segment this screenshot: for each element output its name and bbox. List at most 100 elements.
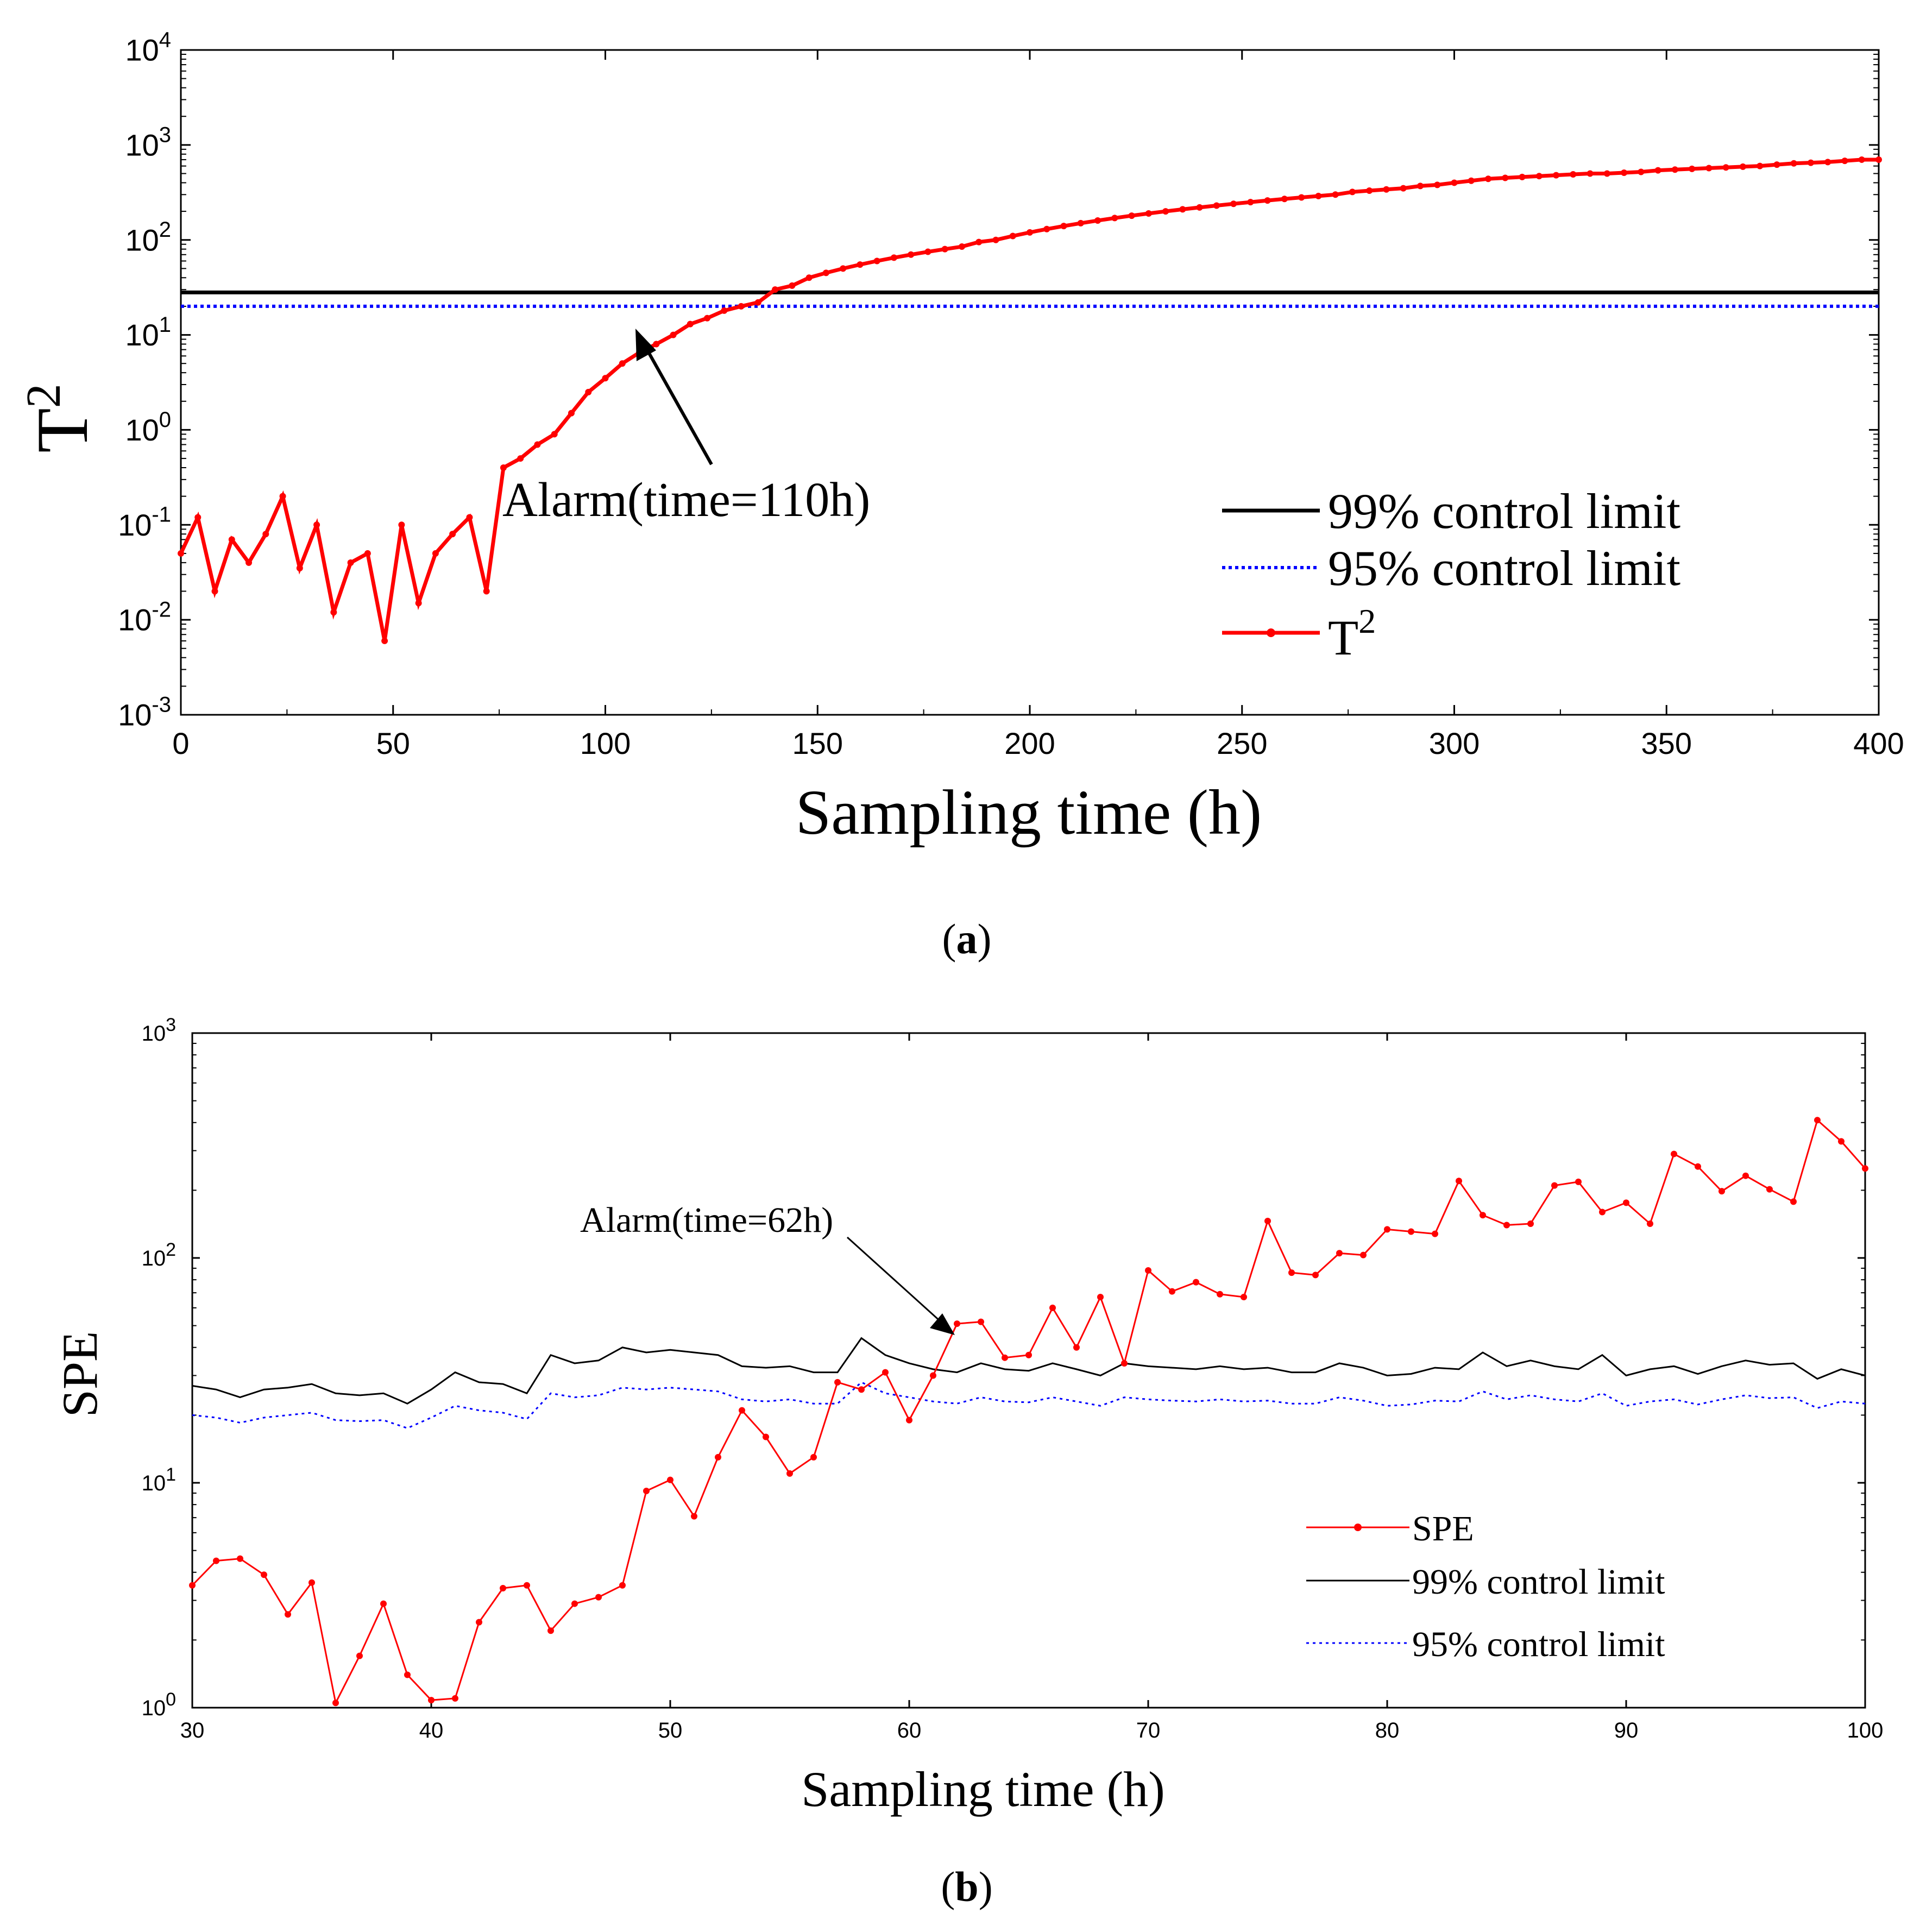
t2-point bbox=[279, 493, 286, 500]
spe-point bbox=[619, 1582, 626, 1589]
t2-point bbox=[687, 320, 694, 328]
panel-label-a: (a) bbox=[942, 915, 992, 962]
spe-point bbox=[332, 1700, 339, 1707]
t2-point bbox=[1519, 173, 1526, 180]
spe-point bbox=[1121, 1360, 1128, 1367]
spe-point bbox=[1766, 1186, 1773, 1193]
spe-point bbox=[1217, 1291, 1223, 1298]
t2-point bbox=[1349, 188, 1356, 196]
t2-point bbox=[1145, 210, 1152, 217]
t2-point bbox=[466, 514, 473, 521]
y-axis-label-a: T2 bbox=[17, 383, 103, 452]
t2-point bbox=[1875, 156, 1882, 163]
t2-point bbox=[908, 251, 915, 258]
chart-panel-a: 0 50 100 150 200 250 300 350 400 10-3 10-2 10-1 100… bbox=[17, 28, 1904, 962]
t2-point bbox=[1230, 200, 1237, 207]
t2-point bbox=[1213, 202, 1220, 209]
t2-point bbox=[1298, 194, 1305, 201]
y-tick-label-a: 100 bbox=[125, 408, 171, 447]
t2-point bbox=[619, 360, 626, 367]
x-tick-label-a: 350 bbox=[1641, 726, 1692, 760]
t2-point bbox=[500, 464, 507, 471]
spe-point bbox=[356, 1652, 363, 1659]
t2-point bbox=[1366, 187, 1373, 194]
x-tick-label-a: 0 bbox=[172, 726, 189, 760]
spe-point bbox=[667, 1476, 673, 1483]
t2-point bbox=[262, 531, 269, 538]
spe-point bbox=[1097, 1294, 1104, 1301]
spe-point bbox=[1169, 1288, 1175, 1295]
t2-point bbox=[1603, 170, 1610, 177]
t2-point bbox=[738, 303, 745, 310]
spe-point bbox=[428, 1697, 435, 1704]
x-tick-label-b: 60 bbox=[897, 1719, 922, 1742]
t2-point bbox=[330, 609, 337, 616]
spe-point bbox=[285, 1611, 291, 1618]
t2-point bbox=[1009, 232, 1016, 240]
t2-point bbox=[1400, 185, 1407, 192]
x-tick-label-a: 300 bbox=[1429, 726, 1480, 760]
t2-point bbox=[789, 282, 796, 289]
y-tick-label-a: 10-3 bbox=[118, 693, 171, 732]
spe-point bbox=[1838, 1138, 1845, 1145]
x-tick-label-a: 200 bbox=[1004, 726, 1055, 760]
spe-point bbox=[858, 1386, 865, 1393]
spe-point bbox=[261, 1571, 267, 1578]
x-tick-label-a: 50 bbox=[376, 726, 410, 760]
t2-point bbox=[1434, 181, 1441, 188]
y-tick-label-a: 102 bbox=[125, 218, 171, 257]
spe-point bbox=[1336, 1250, 1343, 1257]
legend-b-99-label: 99% control limit bbox=[1412, 1562, 1665, 1602]
spe-point bbox=[500, 1584, 506, 1591]
x-tick-label-b: 100 bbox=[1847, 1719, 1884, 1742]
spe-point bbox=[1408, 1228, 1414, 1235]
x-tick-label-b: 50 bbox=[658, 1719, 683, 1742]
spe-point bbox=[1503, 1222, 1510, 1229]
t2-point bbox=[228, 536, 235, 543]
spe-point bbox=[1695, 1163, 1701, 1170]
t2-point bbox=[211, 588, 218, 595]
legend-a-t2-label: T2 bbox=[1328, 602, 1376, 665]
x-tick-labels-b: 30 40 50 60 70 80 90 100 bbox=[180, 1719, 1884, 1742]
spe-point bbox=[1671, 1150, 1677, 1157]
x-tick-labels-a: 0 50 100 150 200 250 300 350 400 bbox=[172, 726, 1904, 760]
t2-point bbox=[1790, 160, 1797, 167]
spe-point bbox=[213, 1557, 219, 1564]
spe-point bbox=[1456, 1178, 1462, 1185]
alarm-arrow-a bbox=[638, 336, 713, 465]
y-tick-label-a: 10-1 bbox=[118, 503, 171, 542]
t2-point bbox=[1722, 164, 1729, 171]
t2-point bbox=[313, 521, 320, 528]
t2-point bbox=[1858, 156, 1865, 163]
y-tick-label-a: 104 bbox=[125, 28, 171, 67]
spe-point bbox=[309, 1579, 315, 1586]
t2-point bbox=[415, 600, 422, 607]
t2-point bbox=[1451, 179, 1458, 186]
spe-point bbox=[786, 1470, 793, 1477]
spe-point bbox=[834, 1379, 841, 1386]
spe-point bbox=[1288, 1269, 1295, 1276]
legend-a-t2-marker bbox=[1267, 628, 1275, 637]
x-axis-label-a: Sampling time (h) bbox=[796, 777, 1262, 848]
t2-point bbox=[1773, 161, 1780, 168]
t2-series-markers bbox=[178, 156, 1882, 644]
t2-point bbox=[1281, 196, 1288, 203]
t2-point bbox=[1383, 186, 1390, 193]
t2-point bbox=[924, 248, 931, 255]
t2-point bbox=[1705, 165, 1713, 172]
t2-point bbox=[364, 550, 371, 557]
t2-point bbox=[1621, 169, 1628, 176]
t2-point bbox=[1060, 223, 1067, 230]
spe-point bbox=[237, 1555, 243, 1562]
t2-point bbox=[449, 531, 456, 538]
t2-point bbox=[1841, 158, 1848, 165]
y-tick-label-b: 100 bbox=[142, 1689, 176, 1720]
t2-point bbox=[347, 559, 354, 566]
t2-point bbox=[1077, 219, 1084, 226]
t2-point bbox=[1485, 175, 1492, 182]
spe-point bbox=[547, 1627, 554, 1634]
spe-point bbox=[906, 1417, 912, 1424]
t2-point bbox=[1587, 170, 1594, 177]
t2-point bbox=[534, 441, 541, 448]
limit-95-line-b bbox=[192, 1381, 1866, 1429]
